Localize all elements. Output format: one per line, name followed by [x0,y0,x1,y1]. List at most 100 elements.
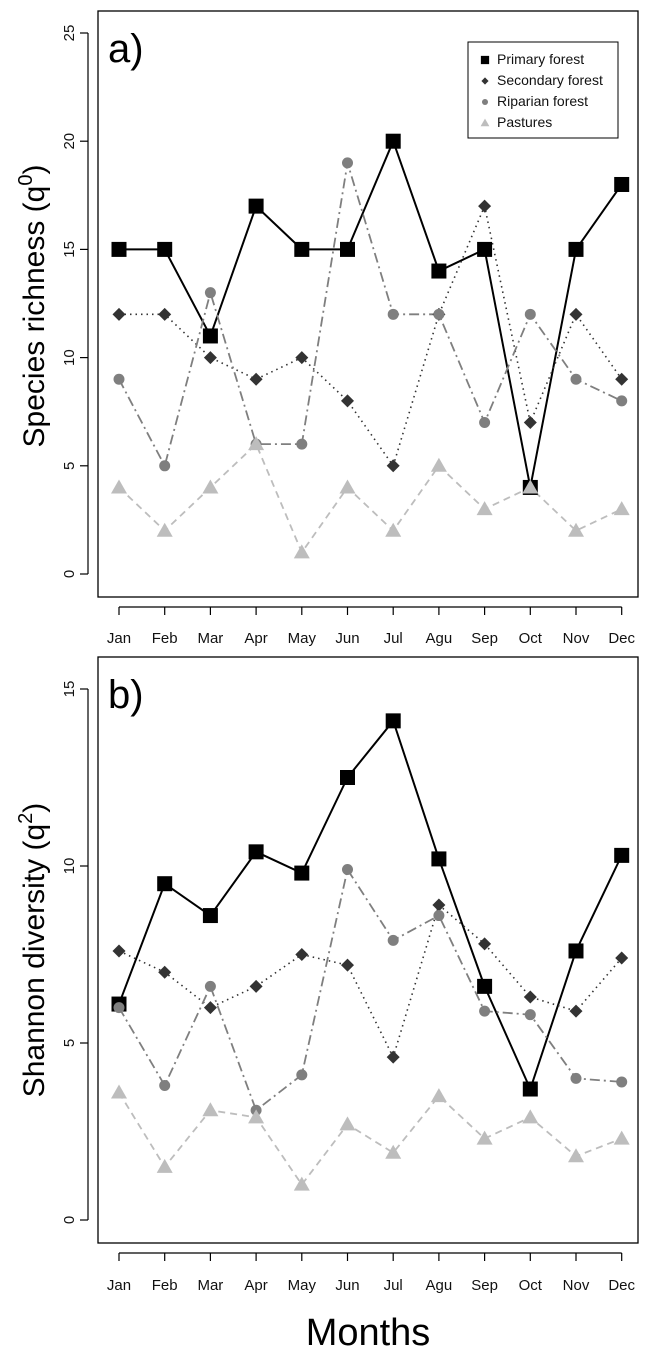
y-tick-label: 25 [61,25,78,42]
data-point-secondary-forest-jun [341,958,354,972]
legend-label-secondary-forest: Secondary forest [497,72,603,88]
data-point-primary-forest-feb [157,241,173,257]
panel-b-y-axis-label: Shannon diversity (q2) [15,803,51,1098]
data-point-secondary-forest-sep [478,937,492,951]
data-point-pastures-jul [385,522,402,537]
legend-label-pastures: Pastures [497,114,552,130]
panel-b-x-axis: Jan Feb Mar Apr May Jun Jul Agu Sep Oct Nov Dec [107,1252,636,1294]
data-point-primary-forest-dec [614,176,630,192]
legend-label-riparian-forest: Riparian forest [497,93,588,109]
data-point-primary-forest-apr [248,844,264,860]
data-point-secondary-forest-feb [158,965,172,979]
data-point-pastures-mar [202,479,219,494]
data-point-riparian-forest-dec [616,395,628,407]
y-tick-label: 20 [61,133,78,150]
data-point-riparian-forest-agu [433,910,445,922]
data-point-riparian-forest-jun [342,864,353,876]
data-point-pastures-feb [156,522,173,537]
legend-marker-primary-forest [480,55,490,65]
data-point-secondary-forest-jun [341,394,354,408]
data-point-secondary-forest-feb [158,307,172,321]
data-point-pastures-mar [202,1102,219,1117]
data-point-primary-forest-may [294,865,310,881]
data-point-primary-forest-jun [340,770,355,785]
x-tick-label-nov: Nov [563,630,590,647]
data-point-secondary-forest-agu [432,898,446,912]
y-tick-label: 15 [61,681,78,698]
data-point-secondary-forest-jul [386,459,400,473]
data-point-secondary-forest-nov [569,307,583,321]
panel-a-y-label-text: Species richness (q [18,186,51,448]
data-point-riparian-forest-jan [113,373,125,385]
data-point-secondary-forest-dec [615,372,629,386]
series-line-pastures [118,443,623,554]
data-point-secondary-forest-mar [203,351,217,365]
data-point-secondary-forest-jan [112,307,126,321]
x-tick-label-apr: Apr [244,1277,267,1294]
data-point-riparian-forest-dec [616,1076,628,1088]
data-point-pastures-apr [248,436,265,451]
series-line-riparian-forest [118,161,623,467]
x-tick-label-agu: Agu [426,1277,453,1294]
data-point-pastures-apr [248,1109,265,1124]
data-point-pastures-jan [111,479,127,494]
x-tick-label-mar: Mar [197,1277,223,1294]
y-tick-label: 10 [61,349,78,366]
x-axis-title: Months [306,1312,431,1354]
x-tick-label-jul: Jul [384,630,403,647]
data-point-secondary-forest-oct [523,990,537,1004]
panel-a-y-axis: 0 5 10 15 20 25 [61,25,89,578]
panel-a-x-axis: Jan Feb Mar Apr May Jun Jul Agu Sep Oct Nov Dec [107,606,636,647]
panel-b-series-points [111,713,630,1191]
y-tick-label: 0 [61,570,78,578]
x-tick-label-jun: Jun [335,630,359,647]
panel-b-plot-frame [97,656,639,1244]
panel-a-plot-frame [97,10,639,598]
x-tick-label-dec: Dec [608,1277,635,1294]
data-point-secondary-forest-oct [523,416,537,430]
y-tick-label: 10 [61,858,78,875]
data-point-primary-forest-mar [202,908,218,924]
data-point-pastures-jul [385,1144,402,1159]
data-point-secondary-forest-jul [386,1050,400,1064]
panel-b-y-axis: 0 5 10 15 [61,681,89,1224]
data-point-primary-forest-nov [568,241,584,257]
panel-a-legend: Primary forest Secondary forest Riparian f… [467,41,619,139]
x-tick-label-oct: Oct [519,1277,543,1294]
data-point-pastures-sep [476,501,493,516]
series-line-pastures [118,1092,623,1186]
x-tick-label-jan: Jan [107,1277,131,1294]
data-point-primary-forest-jun [340,241,355,257]
legend-marker-pastures [480,118,490,127]
data-point-secondary-forest-nov [569,1004,583,1018]
data-point-primary-forest-dec [614,847,630,863]
y-tick-label: 5 [61,462,78,470]
data-point-primary-forest-agu [431,851,447,867]
panel-b-tag: b) [108,673,144,717]
x-tick-label-jul: Jul [384,1277,403,1294]
x-tick-label-nov: Nov [563,1277,590,1294]
panel-b-y-label-close: ) [18,803,51,813]
data-point-primary-forest-nov [568,943,584,959]
data-point-riparian-forest-jun [342,157,353,169]
data-point-pastures-oct [522,479,539,494]
x-tick-label-dec: Dec [608,630,635,647]
data-point-pastures-nov [568,522,584,537]
panel-a-y-axis-label: Species richness (q0) [15,165,51,448]
series-line-secondary-forest [119,205,623,467]
panel-a-series-points [111,133,630,559]
data-point-pastures-may [293,1176,310,1191]
panel-b-y-label-text: Shannon diversity (q [18,824,51,1098]
data-point-pastures-oct [522,1109,539,1124]
data-point-riparian-forest-feb [159,1079,171,1091]
series-line-primary-forest [118,719,623,1091]
y-tick-label: 5 [61,1039,78,1047]
data-point-primary-forest-oct [522,1081,538,1097]
x-tick-label-apr: Apr [244,630,267,647]
x-tick-label-may: May [288,630,317,647]
data-point-primary-forest-agu [431,263,447,279]
data-point-riparian-forest-oct [524,1009,536,1021]
data-point-riparian-forest-feb [159,460,171,472]
data-point-secondary-forest-mar [203,1001,217,1015]
